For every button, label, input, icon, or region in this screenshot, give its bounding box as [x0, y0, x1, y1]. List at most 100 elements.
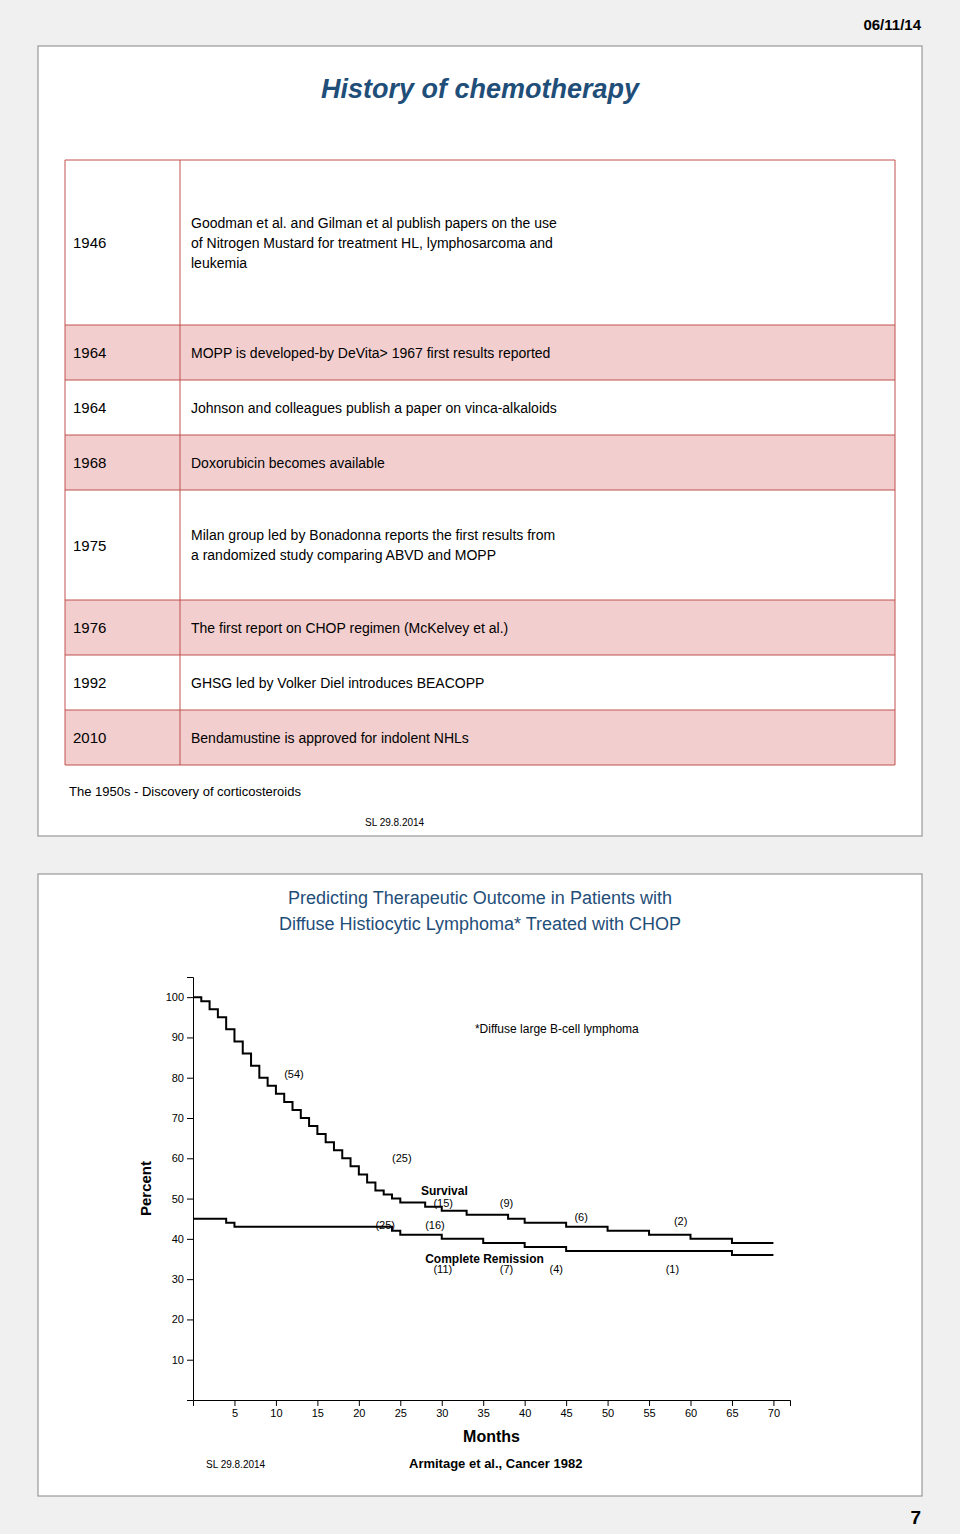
chart-title: Predicting Therapeutic Outcome in Patien…	[288, 888, 672, 908]
x-tick-mark	[691, 1400, 692, 1406]
x-tick-mark	[525, 1400, 526, 1406]
row-border	[65, 655, 895, 656]
page: 06/11/147History of chemotherapy1946Good…	[0, 0, 960, 1534]
row-border	[65, 710, 895, 711]
chart-subtitle: Diffuse Histiocytic Lymphoma* Treated wi…	[279, 914, 681, 934]
x-tick: 45	[561, 1400, 573, 1419]
row-year: 1968	[73, 454, 106, 471]
column-divider	[180, 710, 181, 765]
y-axis-line	[187, 978, 194, 1401]
y-tick-label: 90	[172, 1031, 184, 1043]
x-tick: 50	[602, 1400, 614, 1419]
row-text-line: Johnson and colleagues publish a paper o…	[191, 400, 557, 416]
at-risk-label: (1)	[666, 1263, 679, 1275]
y-tick: 70	[172, 1112, 193, 1124]
row-border	[65, 490, 895, 491]
y-tick-mark	[187, 1199, 193, 1200]
x-tick-label: 65	[726, 1407, 738, 1419]
column-divider	[180, 325, 181, 380]
column-divider	[180, 490, 181, 600]
x-tick: 65	[726, 1400, 738, 1419]
table-border	[65, 160, 66, 765]
series-line	[193, 997, 773, 1243]
y-tick: 60	[172, 1152, 193, 1164]
y-tick-mark	[187, 1279, 193, 1280]
y-tick: 20	[172, 1313, 193, 1325]
x-tick-mark	[649, 1400, 650, 1406]
row-background	[65, 490, 895, 600]
x-tick-mark	[317, 1400, 318, 1406]
table-footer-small: SL 29.8.2014	[365, 817, 425, 828]
x-tick-label: 5	[232, 1407, 238, 1419]
x-tick-mark	[608, 1400, 609, 1406]
at-risk-label: (7)	[500, 1263, 513, 1275]
y-tick-mark	[187, 1037, 193, 1038]
x-tick-mark	[400, 1400, 401, 1406]
y-tick-label: 40	[172, 1233, 184, 1245]
y-tick-label: 50	[172, 1193, 184, 1205]
x-tick-label: 20	[353, 1407, 365, 1419]
y-tick-mark	[187, 1239, 193, 1240]
row-year: 1964	[73, 399, 106, 416]
row-text: Johnson and colleagues publish a paper o…	[191, 400, 557, 416]
row-year: 1976	[73, 619, 106, 636]
x-tick: 70	[768, 1400, 780, 1419]
x-tick-mark	[234, 1400, 235, 1406]
y-tick-label: 60	[172, 1152, 184, 1164]
x-tick-label: 15	[312, 1407, 324, 1419]
x-tick-label: 60	[685, 1407, 697, 1419]
row-background	[65, 325, 895, 380]
at-risk-label: (11)	[433, 1263, 452, 1275]
x-axis: 510152025303540455055606570	[194, 1400, 791, 1419]
y-tick-mark	[187, 1360, 193, 1361]
column-divider	[180, 160, 181, 325]
x-tick-label: 35	[478, 1407, 490, 1419]
x-tick: 10	[270, 1400, 282, 1419]
x-tick: 40	[519, 1400, 531, 1419]
table-border	[65, 765, 895, 766]
column-divider	[180, 600, 181, 655]
row-text-line: leukemia	[191, 255, 247, 271]
row-border	[65, 600, 895, 601]
x-tick: 55	[643, 1400, 655, 1419]
x-tick: 15	[312, 1400, 324, 1419]
y-tick: 40	[172, 1233, 193, 1245]
y-axis: 102030405060708090100	[166, 978, 194, 1401]
y-tick-label: 30	[172, 1273, 184, 1285]
x-axis-title: Months	[463, 1428, 520, 1445]
y-tick: 90	[172, 1031, 193, 1043]
row-text: Goodman et al. and Gilman et al publish …	[191, 215, 557, 271]
x-tick-label: 45	[561, 1407, 573, 1419]
row-text: Milan group led by Bonadonna reports the…	[191, 527, 555, 563]
row-text-line: Goodman et al. and Gilman et al publish …	[191, 215, 557, 231]
row-year: 2010	[73, 729, 106, 746]
plot-area	[193, 997, 773, 1255]
row-text-line: GHSG led by Volker Diel introduces BEACO…	[191, 675, 484, 691]
panel-background	[38, 46, 922, 836]
row-text-line: Doxorubicin becomes available	[191, 455, 385, 471]
row-border	[65, 380, 895, 381]
x-tick: 20	[353, 1400, 365, 1419]
at-risk-label: (25)	[392, 1152, 412, 1164]
y-tick-label: 70	[172, 1112, 184, 1124]
x-axis-line	[194, 1401, 791, 1407]
x-tick: 5	[232, 1400, 238, 1419]
row-text-line: MOPP is developed-by DeVita> 1967 first …	[191, 345, 550, 361]
row-text: Doxorubicin becomes available	[191, 455, 385, 471]
row-text-line: Milan group led by Bonadonna reports the…	[191, 527, 555, 543]
at-risk-label: (25)	[375, 1219, 395, 1231]
y-tick-label: 80	[172, 1072, 184, 1084]
row-background	[65, 655, 895, 710]
at-risk-label: (54)	[284, 1068, 304, 1080]
row-text-line: a randomized study comparing ABVD and MO…	[191, 547, 496, 563]
row-border	[65, 325, 895, 326]
row-text-line: Bendamustine is approved for indolent NH…	[191, 730, 469, 746]
footnote: SL 29.8.2014	[206, 1459, 266, 1470]
x-tick-mark	[442, 1400, 443, 1406]
date-label: 06/11/14	[863, 16, 921, 33]
row-background	[65, 600, 895, 655]
row-year: 1975	[73, 537, 106, 554]
y-tick: 100	[166, 991, 193, 1003]
row-background	[65, 160, 895, 325]
annotations: (54)(25)Survival(15)(9)(6)(2)(25)(16)Com…	[284, 1022, 687, 1275]
